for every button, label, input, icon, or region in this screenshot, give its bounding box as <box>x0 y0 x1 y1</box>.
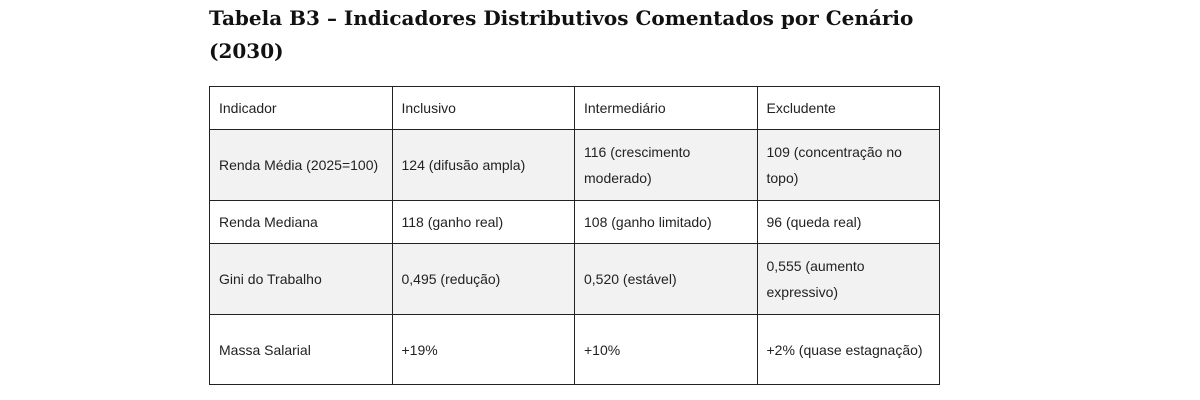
table-cell: Gini do Trabalho <box>209 243 393 315</box>
table-row: Massa Salarial +19% +10% +2% (quase esta… <box>209 314 940 385</box>
indicators-table: Indicador Inclusivo Intermediário Exclud… <box>209 86 940 385</box>
table-cell: 109 (concentração no topo) <box>756 129 940 201</box>
table-header-row: Indicador Inclusivo Intermediário Exclud… <box>209 86 940 130</box>
table-cell: 118 (ganho real) <box>391 200 575 244</box>
table-cell: Renda Mediana <box>209 200 393 244</box>
header-cell: Indicador <box>209 86 393 130</box>
header-cell: Intermediário <box>574 86 758 130</box>
table-cell: 0,520 (estável) <box>574 243 758 315</box>
table-row: Renda Média (2025=100) 124 (difusão ampl… <box>209 129 940 201</box>
table-cell: 96 (queda real) <box>756 200 940 244</box>
table-cell: +2% (quase estagnação) <box>756 314 940 385</box>
table-row: Renda Mediana 118 (ganho real) 108 (ganh… <box>209 200 940 244</box>
table-cell: 0,555 (aumento expressivo) <box>756 243 940 315</box>
table-cell: +19% <box>391 314 575 385</box>
table-cell: Renda Média (2025=100) <box>209 129 393 201</box>
table-cell: 0,495 (redução) <box>391 243 575 315</box>
table-cell: 124 (difusão ampla) <box>391 129 575 201</box>
table-title: Tabela B3 – Indicadores Distributivos Co… <box>209 6 914 63</box>
table-cell: Massa Salarial <box>209 314 393 385</box>
header-cell: Inclusivo <box>391 86 575 130</box>
table-row: Gini do Trabalho 0,495 (redução) 0,520 (… <box>209 243 940 315</box>
header-cell: Excludente <box>756 86 940 130</box>
table-cell: 108 (ganho limitado) <box>574 200 758 244</box>
table-cell: +10% <box>574 314 758 385</box>
table-cell: 116 (crescimento moderado) <box>574 129 758 201</box>
